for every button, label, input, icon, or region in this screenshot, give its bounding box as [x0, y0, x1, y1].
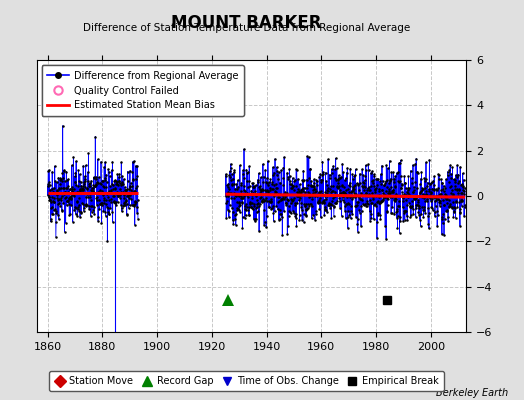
- Text: MOUNT BARKER: MOUNT BARKER: [171, 14, 322, 32]
- Legend: Station Move, Record Gap, Time of Obs. Change, Empirical Break: Station Move, Record Gap, Time of Obs. C…: [49, 372, 443, 391]
- Text: Difference of Station Temperature Data from Regional Average: Difference of Station Temperature Data f…: [83, 23, 410, 33]
- Text: Berkeley Earth: Berkeley Earth: [436, 388, 508, 398]
- Legend: Difference from Regional Average, Quality Control Failed, Estimated Station Mean: Difference from Regional Average, Qualit…: [41, 65, 244, 116]
